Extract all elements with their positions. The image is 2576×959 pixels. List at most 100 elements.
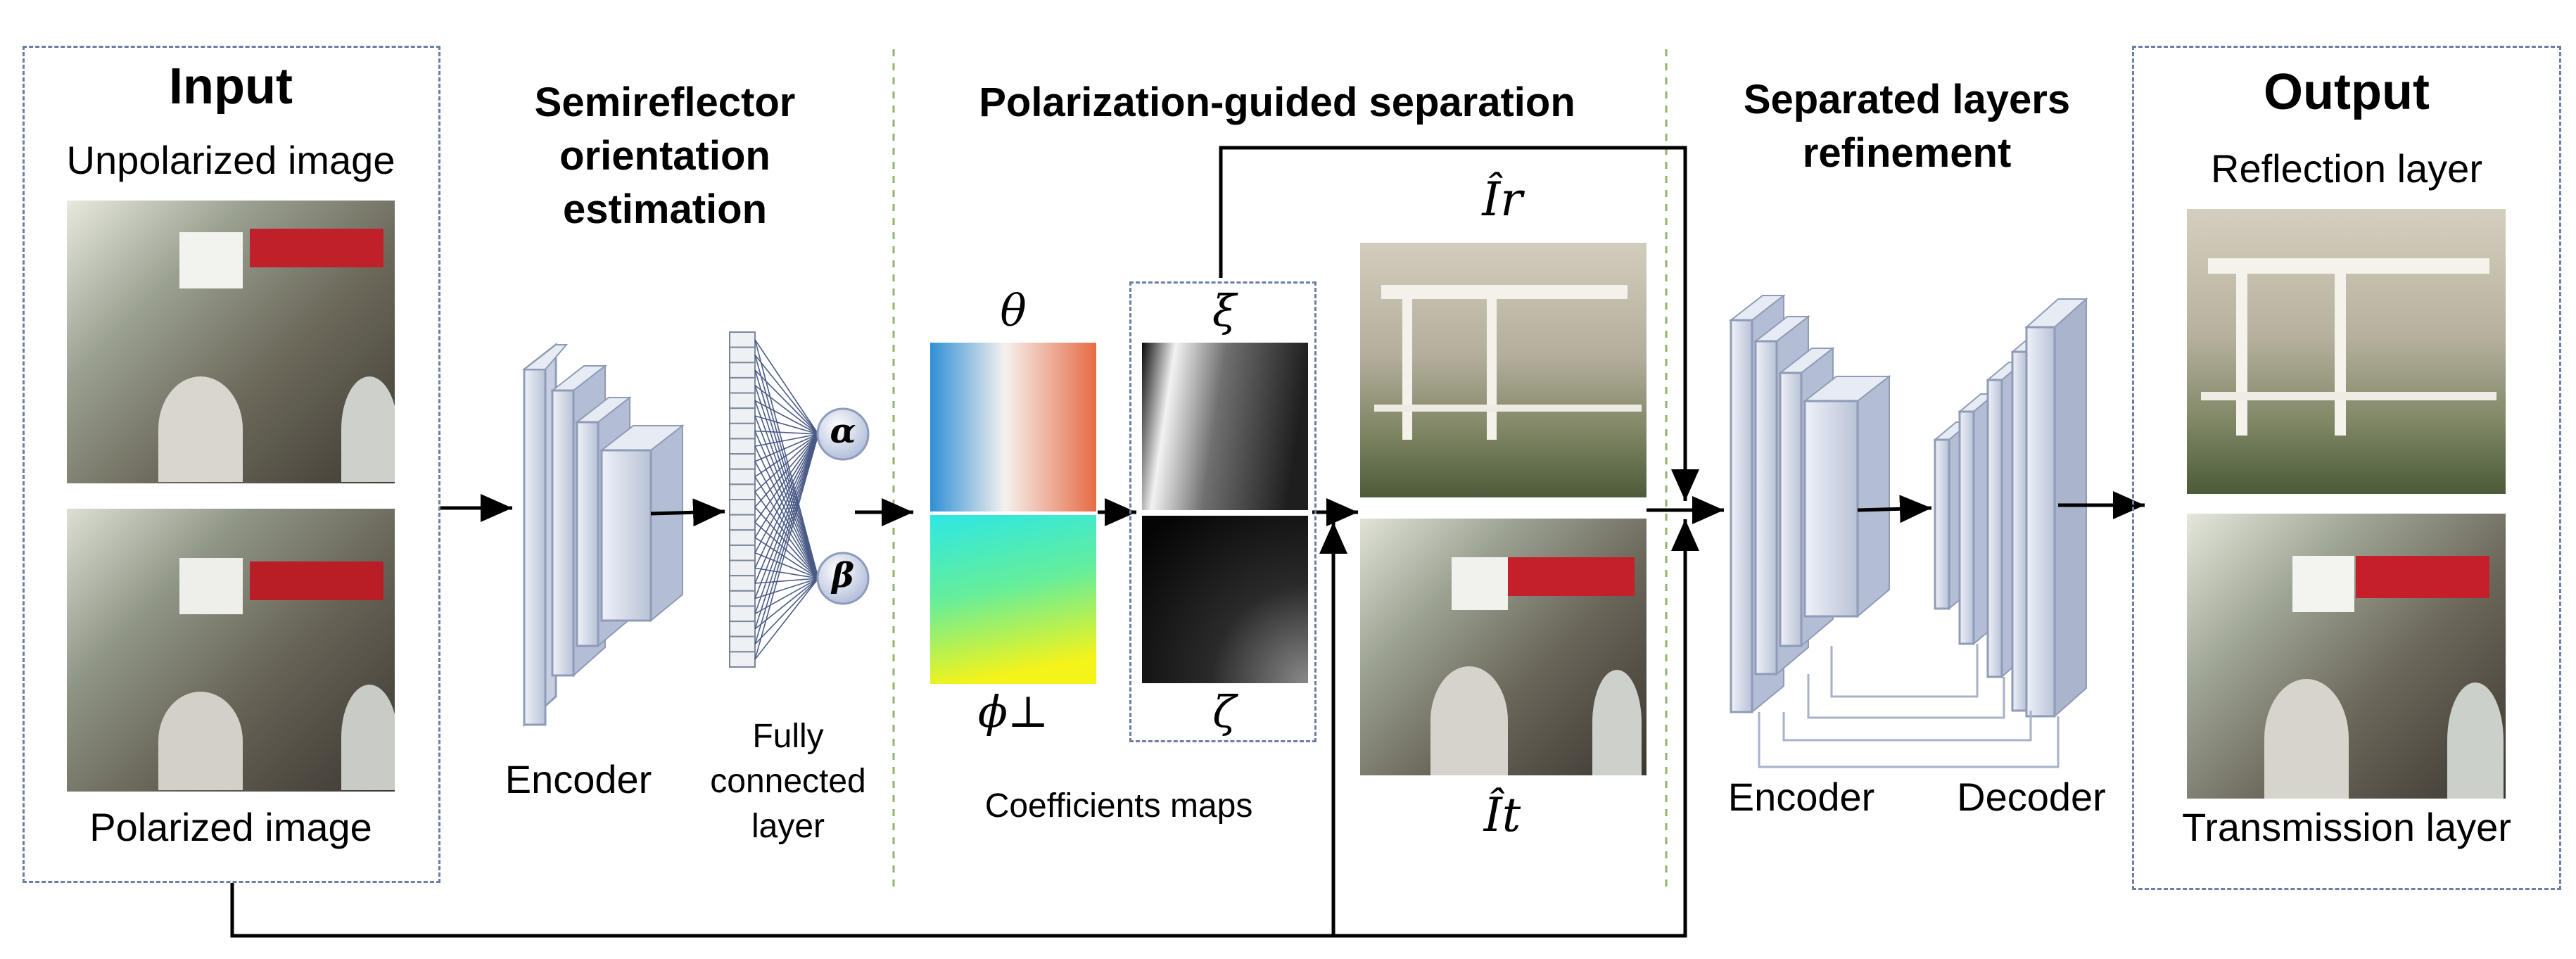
fc-neuron — [729, 499, 756, 516]
fc-connection — [754, 415, 819, 579]
refinement-title-line1: Separated layers — [1743, 77, 2071, 122]
coefficients-box — [1129, 281, 1316, 742]
fc-connection — [754, 433, 819, 644]
fc-neuron — [729, 438, 756, 455]
fc-neuron — [729, 590, 756, 607]
fc-connection — [754, 433, 819, 554]
fc-connection — [754, 433, 819, 447]
fc-connection — [754, 431, 819, 579]
reflection-estimate-symbol: Îr — [1482, 172, 1523, 227]
unpolarized-image-label: Unpolarized image — [66, 138, 395, 182]
fc-connection — [754, 354, 819, 435]
alpha-label: α — [830, 412, 856, 451]
output-box — [2132, 46, 2561, 890]
fc-neuron — [729, 392, 756, 409]
fc-connection — [754, 339, 819, 579]
fc-neuron — [729, 605, 756, 623]
fc-neuron — [729, 422, 756, 440]
output-title: Output — [2264, 64, 2430, 120]
fc-connection — [754, 521, 819, 579]
transmission-layer-image — [2187, 514, 2506, 799]
fc-neuron — [729, 376, 756, 394]
input-box — [23, 46, 440, 883]
fc-connection — [754, 433, 819, 538]
fc-connection — [754, 400, 819, 579]
reflection-layer-image — [2187, 209, 2506, 494]
coefficients-maps-label: Coefficients maps — [984, 787, 1253, 825]
fc-connection — [754, 445, 819, 579]
theta-map — [930, 343, 1096, 512]
fc-connection — [754, 433, 819, 508]
alpha-node — [816, 407, 870, 461]
fc-connection — [754, 433, 819, 614]
input-title: Input — [169, 58, 293, 115]
fc-neuron — [729, 635, 756, 653]
phi-map — [930, 515, 1096, 684]
fc-connection — [754, 369, 819, 579]
reflection-layer-label: Reflection layer — [2211, 146, 2482, 191]
fc-neuron — [729, 559, 756, 577]
fc-neuron — [729, 575, 756, 592]
xi-map — [1142, 343, 1308, 510]
refinement-network — [1729, 293, 2088, 768]
beta-label: β — [832, 556, 854, 595]
fc-connection — [754, 461, 819, 579]
fc-label-line1: Fully — [752, 718, 824, 755]
transmission-layer-label: Transmission layer — [2182, 805, 2511, 849]
zeta-map — [1142, 516, 1308, 683]
fc-neuron — [729, 346, 756, 364]
beta-node — [816, 552, 870, 605]
fc-connection — [754, 507, 819, 579]
fc-connection — [754, 578, 819, 660]
fc-neuron — [729, 331, 756, 348]
fc-neuron — [729, 362, 756, 379]
fc-label-line3: layer — [751, 808, 825, 845]
polarized-image — [67, 509, 395, 792]
reflection-estimate-image — [1360, 243, 1647, 497]
orientation-title-line3: estimation — [562, 186, 768, 232]
fc-connection — [754, 400, 819, 435]
fc-connection — [754, 433, 819, 599]
fc-neuron — [729, 483, 756, 501]
fc-connection — [754, 415, 819, 435]
fc-neuron — [729, 407, 756, 424]
fc-connection — [754, 491, 819, 579]
fc-connection — [754, 537, 819, 579]
fc-connection — [754, 385, 819, 435]
fc-connection — [754, 433, 819, 660]
encoder-label: Encoder — [505, 757, 652, 801]
fc-connection — [754, 433, 819, 493]
fc-connection — [754, 355, 819, 579]
fc-neuron — [729, 514, 756, 531]
phi-perp-symbol: ϕ⊥ — [977, 686, 1049, 737]
fc-connection — [754, 385, 819, 579]
fc-connection — [754, 578, 819, 645]
fc-connection — [754, 433, 819, 523]
fully-connected-layer — [729, 331, 756, 668]
encoder-blocks — [522, 342, 685, 728]
transmission-estimate-image — [1360, 519, 1647, 775]
unpolarized-image — [67, 201, 395, 483]
fc-connection — [754, 430, 819, 435]
refinement-decoder-label: Decoder — [1957, 775, 2106, 819]
fc-connection — [754, 433, 819, 584]
transmission-estimate-symbol: Ît — [1483, 788, 1521, 842]
orientation-title-line2: orientation — [559, 133, 770, 179]
fc-label-line2: connected — [710, 763, 866, 800]
fc-neuron — [729, 621, 756, 637]
theta-symbol: θ — [1000, 285, 1027, 336]
zeta-symbol: ζ — [1212, 686, 1236, 737]
polarized-image-label: Polarized image — [89, 805, 372, 849]
fc-connection — [754, 433, 819, 478]
fc-neuron — [729, 453, 756, 470]
fc-connection — [754, 339, 819, 435]
fc-connection — [754, 433, 819, 569]
fc-neuron — [729, 544, 756, 561]
refinement-encoder-label: Encoder — [1727, 775, 1875, 819]
fc-connection — [754, 433, 819, 630]
fc-connection — [754, 369, 819, 435]
fc-connection — [754, 476, 819, 579]
xi-symbol: ξ — [1212, 285, 1237, 336]
fc-neuron — [729, 468, 756, 485]
